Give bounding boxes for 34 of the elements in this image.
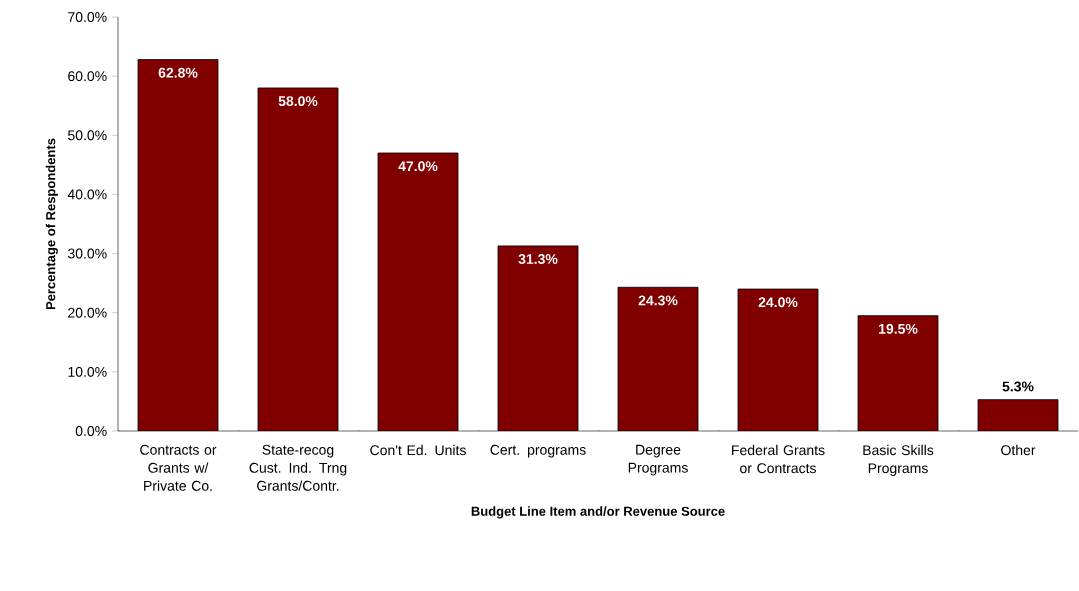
y-tick-label: 40.0% bbox=[67, 189, 107, 200]
bar bbox=[137, 59, 219, 431]
y-tick-label: 50.0% bbox=[68, 130, 107, 141]
data-label: 31.3% bbox=[518, 254, 558, 265]
bar bbox=[857, 315, 939, 431]
x-tick-label: Federal Grants or Contracts bbox=[732, 444, 825, 474]
data-label: 19.5% bbox=[879, 323, 918, 334]
y-tick-label: 70.0% bbox=[68, 12, 107, 22]
data-label: 24.0% bbox=[758, 297, 798, 308]
x-tick-label: Con't Ed. Units bbox=[370, 444, 466, 456]
data-label: 5.3% bbox=[1002, 381, 1034, 392]
data-label: 47.0% bbox=[398, 161, 438, 172]
y-tick-label: 60.0% bbox=[68, 71, 107, 82]
x-axis-title: Budget Line Item and/or Revenue Source bbox=[471, 506, 725, 519]
bar bbox=[737, 288, 819, 431]
data-label: 24.3% bbox=[638, 295, 678, 306]
x-tick-label: Degree Programs bbox=[628, 444, 688, 476]
data-label: 62.8% bbox=[158, 67, 198, 78]
x-tick-label: Cert. programs bbox=[490, 444, 586, 458]
bar bbox=[617, 286, 699, 431]
x-tick-label: Basic Skills Programs bbox=[863, 444, 934, 476]
bar bbox=[977, 399, 1059, 431]
y-tick-label: 30.0% bbox=[67, 248, 107, 259]
y-tick-label: 0.0% bbox=[75, 426, 107, 436]
x-tick-label: Contracts or Grants w/ Private Co. bbox=[140, 444, 217, 491]
y-tick-label: 10.0% bbox=[68, 366, 107, 377]
y-axis-title: Percentage of Respondents bbox=[45, 138, 58, 310]
data-label: 58.0% bbox=[278, 96, 318, 107]
bar bbox=[497, 245, 579, 431]
y-tick-label: 20.0% bbox=[68, 307, 107, 318]
x-tick-label: State-recog Cust. Ind. Trng Grants/Contr. bbox=[249, 444, 347, 491]
bar bbox=[257, 87, 339, 431]
x-tick-label: Other bbox=[1001, 444, 1036, 456]
bar bbox=[377, 152, 459, 431]
